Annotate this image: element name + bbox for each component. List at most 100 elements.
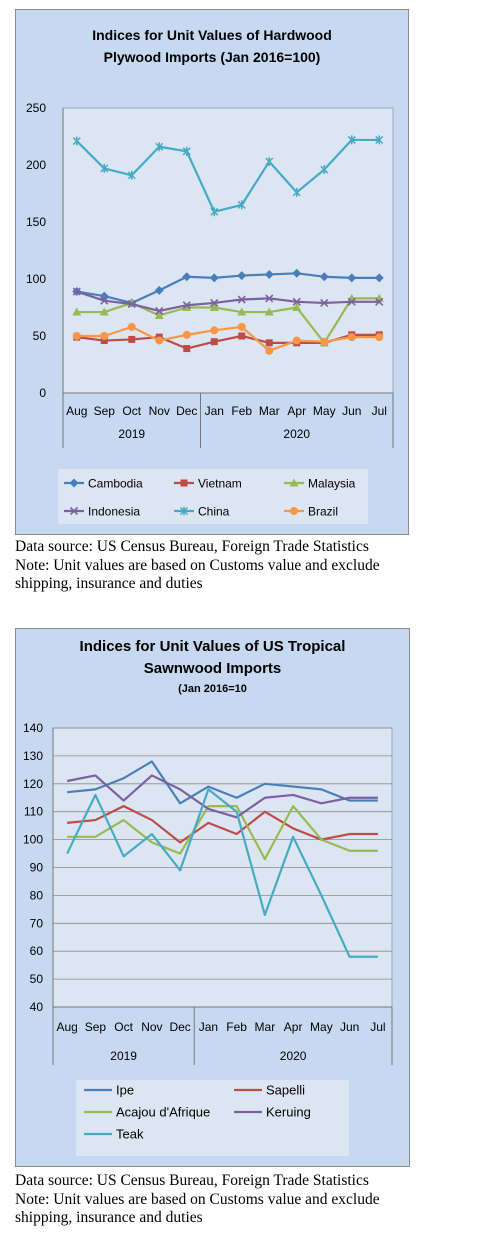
y-tick-label: 200 xyxy=(26,158,46,172)
chart-note-sawnwood: Data source: US Census Bureau, Foreign T… xyxy=(15,1172,380,1228)
chart-subtitle: (Jan 2016=10 xyxy=(178,683,247,695)
plot-area xyxy=(62,107,394,394)
marker-indonesia xyxy=(320,298,329,308)
marker-vietnam xyxy=(210,338,218,346)
legend-entry-brazil: Brazil xyxy=(284,505,338,519)
marker-brazil xyxy=(320,337,329,346)
x-tick-label: Sep xyxy=(85,1020,107,1034)
marker-malaysia xyxy=(292,303,302,311)
marker-china xyxy=(72,136,81,146)
x-tick-label: Apr xyxy=(284,1020,303,1034)
legend-label: Acajou d'Afrique xyxy=(116,1105,210,1120)
legend-entry-indonesia: Indonesia xyxy=(64,505,140,519)
legend-entry-malaysia: Malaysia xyxy=(284,477,356,491)
y-tick-label: 250 xyxy=(26,101,46,115)
series-ipe xyxy=(67,760,378,805)
year-group-label: 2019 xyxy=(110,1049,137,1063)
marker-malaysia xyxy=(209,303,219,311)
marker-indonesia xyxy=(127,300,136,309)
legend-label: Indonesia xyxy=(88,505,140,519)
marker-china xyxy=(182,146,191,156)
marker-brazil xyxy=(100,332,109,340)
marker-indonesia xyxy=(265,294,274,303)
series-keruing xyxy=(66,774,378,819)
data-source-note: Data source: US Census Bureau, Foreign T… xyxy=(15,538,369,555)
series-line-brazil xyxy=(76,325,380,352)
y-tick-label: 130 xyxy=(23,749,43,763)
x-tick-label: Jul xyxy=(372,404,387,418)
series-line-teak xyxy=(66,788,378,958)
unit-value-note-cont: shipping, insurance and duties xyxy=(15,575,203,592)
marker-vietnam xyxy=(183,345,191,353)
marker-brazil xyxy=(347,333,356,342)
marker-vietnam xyxy=(128,335,136,343)
y-tick-label: 70 xyxy=(30,916,44,930)
marker-brazil xyxy=(155,336,164,345)
chart-title-line2: Plywood Imports (Jan 2016=100) xyxy=(103,49,321,65)
legend-label: Brazil xyxy=(308,505,338,519)
marker-cambodia xyxy=(319,272,329,282)
marker-malaysia xyxy=(154,310,164,319)
legend-entry-china: China xyxy=(174,505,230,519)
legend-entry-cambodia: Cambodia xyxy=(64,477,143,491)
marker-vietnam xyxy=(238,332,246,340)
y-tick-label: 100 xyxy=(23,833,43,847)
marker-china xyxy=(155,142,164,152)
marker-cambodia xyxy=(237,271,247,281)
y-tick-label: 110 xyxy=(24,805,43,819)
marker-cambodia xyxy=(292,268,302,278)
chart-title-line1: Indices for Unit Values of Hardwood xyxy=(92,27,332,43)
series-china xyxy=(72,135,384,217)
x-tick-label: Sep xyxy=(94,404,116,418)
series-line-keruing xyxy=(66,774,378,819)
marker-malaysia xyxy=(237,307,247,316)
y-tick-label: 120 xyxy=(23,777,43,791)
series-teak xyxy=(66,788,378,958)
chart-note-plywood: Data source: US Census Bureau, Foreign T… xyxy=(15,538,380,594)
series-brazil xyxy=(72,322,384,355)
marker-indonesia xyxy=(100,296,109,305)
x-tick-label: Dec xyxy=(169,1020,190,1034)
marker-malaysia xyxy=(182,303,192,311)
marker-vietnam xyxy=(100,337,108,345)
year-group-label: 2020 xyxy=(280,1049,307,1063)
line-chart-plywood: 0 50 100 150 200 250 Aug Sep Oct Nov Dec Jan Feb Mar A… xyxy=(26,101,394,524)
marker-cambodia xyxy=(69,478,79,488)
legend-label: Keruing xyxy=(266,1105,311,1120)
y-tick-label: 150 xyxy=(26,215,46,229)
marker-china xyxy=(210,207,219,217)
marker-vietnam xyxy=(180,479,188,487)
marker-china xyxy=(265,157,274,167)
legend xyxy=(76,1080,349,1156)
y-tick-label: 100 xyxy=(26,272,46,286)
chart-title-line2: Sawnwood Imports xyxy=(143,660,282,677)
x-tick-label: Jun xyxy=(342,404,361,418)
legend-entry-sapelli: Sapelli xyxy=(234,1083,305,1098)
marker-indonesia xyxy=(292,297,301,306)
marker-indonesia xyxy=(347,297,356,306)
y-tick-label: 40 xyxy=(30,1000,44,1014)
x-tick-label: Nov xyxy=(141,1020,162,1034)
x-tick-label: Mar xyxy=(255,1020,276,1034)
x-tick-label: Nov xyxy=(149,404,170,418)
legend-label: Teak xyxy=(116,1127,144,1142)
marker-china xyxy=(179,506,189,516)
marker-indonesia xyxy=(375,297,384,306)
x-tick-label: Apr xyxy=(287,404,306,418)
marker-vietnam xyxy=(265,339,273,347)
marker-malaysia xyxy=(289,478,299,487)
legend-entry-keruing: Keruing xyxy=(234,1105,311,1120)
marker-indonesia xyxy=(72,287,81,296)
marker-indonesia xyxy=(210,298,219,308)
marker-malaysia xyxy=(72,307,82,316)
marker-brazil xyxy=(182,330,191,339)
marker-indonesia xyxy=(182,301,191,310)
series-line-indonesia xyxy=(76,290,380,313)
marker-china xyxy=(320,165,329,175)
x-tick-label: Jan xyxy=(205,404,224,418)
chart-title-line1: Indices for Unit Values of US Tropical xyxy=(79,638,346,655)
y-tick-label: 90 xyxy=(30,861,44,875)
marker-indonesia xyxy=(237,295,246,304)
marker-brazil xyxy=(292,336,301,345)
unit-value-note: Note: Unit values are based on Customs v… xyxy=(15,1190,380,1208)
